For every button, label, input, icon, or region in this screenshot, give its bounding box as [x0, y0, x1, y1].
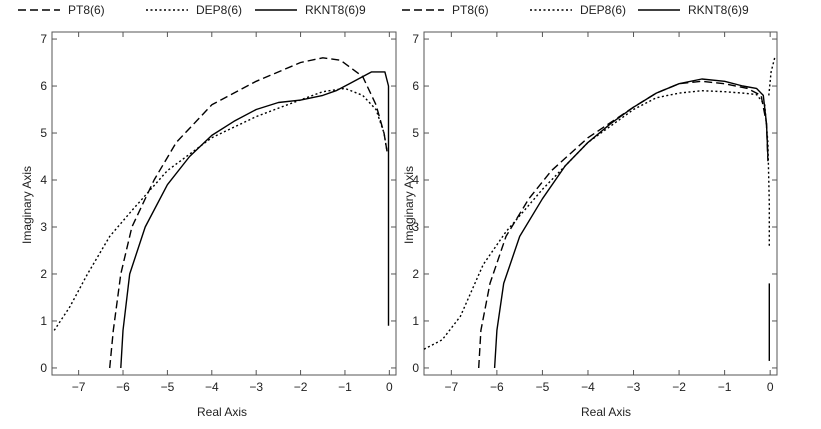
- left-y-tick-label: 7: [40, 32, 47, 46]
- left-x-tick-label: −2: [294, 380, 308, 394]
- right-y-axis-title: Imaginary Axis: [402, 166, 416, 244]
- left-legend-label: RKNT8(6)9: [305, 3, 366, 17]
- right-y-tick-label: 0: [412, 361, 419, 375]
- right-x-tick-label: −6: [490, 380, 504, 394]
- right-y-tick-label: 4: [412, 173, 419, 187]
- left-x-tick-label: 0: [386, 380, 393, 394]
- right-series-dep8-6-line: [423, 90, 770, 350]
- right-series-rknt8-6-9-line: [493, 78, 769, 369]
- left-x-tick-label: −5: [161, 380, 175, 394]
- right-legend-label: DEP8(6): [580, 3, 626, 17]
- left-x-tick-label: −7: [72, 380, 86, 394]
- right-y-tick-label: 1: [412, 314, 419, 328]
- right-x-tick-label: −5: [536, 380, 550, 394]
- right-y-tick-label: 3: [412, 220, 419, 234]
- right-y-tick-label: 2: [412, 267, 419, 281]
- right-x-tick-label: −1: [718, 380, 732, 394]
- right-legend-label: PT8(6): [452, 3, 489, 17]
- left-plot-frame: [51, 31, 397, 376]
- left-y-tick-label: 0: [40, 361, 47, 375]
- left-y-tick-label: 2: [40, 267, 47, 281]
- right-series-dep8-6-line: [768, 57, 776, 96]
- left-x-tick-label: −6: [116, 380, 130, 394]
- left-y-tick-label: 4: [40, 173, 47, 187]
- right-x-tick-label: −2: [672, 380, 686, 394]
- left-x-tick-label: −3: [249, 380, 263, 394]
- right-y-tick-label: 5: [412, 126, 419, 140]
- left-y-tick-label: 1: [40, 314, 47, 328]
- right-y-tick-label: 6: [412, 79, 419, 93]
- right-plot-panel: Real Axis Imaginary Axis −7 −6 −5 −4 −3 −2 −1 0…: [402, 31, 778, 419]
- left-legend-label: PT8(6): [68, 3, 105, 17]
- legend-left: PT8(6) DEP8(6) RKNT8(6)9: [18, 3, 366, 17]
- left-y-axis-title: Imaginary Axis: [20, 166, 34, 244]
- right-legend-label: RKNT8(6)9: [688, 3, 749, 17]
- left-legend-label: DEP8(6): [196, 3, 242, 17]
- legend-right: PT8(6) DEP8(6) RKNT8(6)9: [402, 3, 749, 17]
- left-y-tick-label: 6: [40, 79, 47, 93]
- left-series-dep8-6-line: [53, 87, 388, 331]
- left-x-axis-title: Real Axis: [197, 405, 247, 419]
- right-x-axis-title: Real Axis: [581, 405, 631, 419]
- left-y-tick-label: 3: [40, 220, 47, 234]
- right-x-tick-label: 0: [767, 380, 774, 394]
- right-y-tick-label: 7: [412, 32, 419, 46]
- right-plot-frame: [423, 31, 778, 376]
- right-x-tick-label: −4: [581, 380, 595, 394]
- left-series-pt8-6-line: [109, 57, 388, 369]
- left-y-tick-label: 5: [40, 126, 47, 140]
- left-x-tick-label: −1: [338, 380, 352, 394]
- left-x-tick-label: −4: [205, 380, 219, 394]
- left-series-rknt8-6-9-line: [120, 71, 390, 369]
- right-x-tick-label: −3: [627, 380, 641, 394]
- right-series-pt8-6-line: [478, 80, 769, 369]
- right-x-tick-label: −7: [444, 380, 458, 394]
- left-plot-panel: Real Axis Imaginary Axis −7 −6 −5 −4 −3 −2 −1 0…: [20, 31, 397, 419]
